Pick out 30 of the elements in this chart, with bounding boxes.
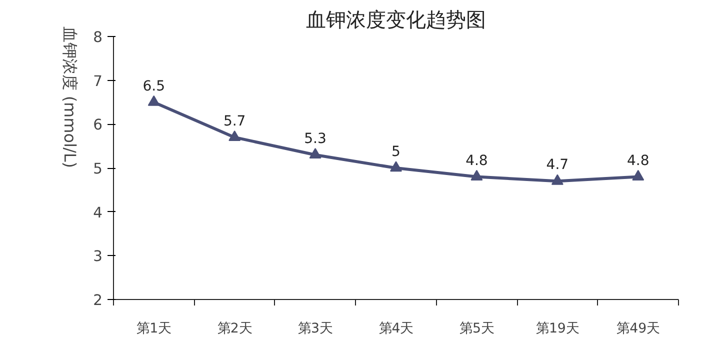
y-tick-label: 2 [93, 292, 103, 309]
data-label: 4.7 [546, 157, 569, 174]
data-label: 5 [392, 144, 400, 160]
x-tick-label: 第2天 [217, 322, 252, 336]
point [551, 174, 564, 185]
data-label: 5.3 [304, 130, 326, 147]
data-label: 4.8 [466, 152, 488, 169]
x-tick-label: 第3天 [298, 322, 333, 336]
x-tick-label: 第5天 [459, 322, 494, 336]
x-tick-label: 第4天 [378, 322, 414, 336]
y-tick-label: 3 [93, 248, 103, 266]
point [632, 170, 644, 180]
y-tick-label: 7 [93, 72, 103, 90]
data-label: 6.5 [142, 78, 165, 94]
x-tick-label: 第19天 [536, 322, 579, 336]
x-tick-label: 第49天 [616, 322, 660, 336]
point [228, 130, 241, 141]
point [470, 170, 483, 180]
y-axis-title: 血钾浓度 (mmol/L) [60, 26, 80, 168]
data-label: 5.7 [223, 113, 246, 130]
x-tick-label: 第1天 [136, 322, 172, 336]
y-tick-label: 8 [93, 29, 103, 46]
y-tick-label: 6 [93, 116, 103, 134]
y-tick-label: 4 [93, 204, 103, 222]
point [390, 161, 402, 172]
data-label: 4.8 [627, 152, 650, 169]
point [309, 148, 322, 159]
chart-title: 血钾浓度变化趋势图 [306, 8, 486, 32]
y-tick-label: 5 [93, 160, 103, 178]
point [148, 95, 160, 106]
